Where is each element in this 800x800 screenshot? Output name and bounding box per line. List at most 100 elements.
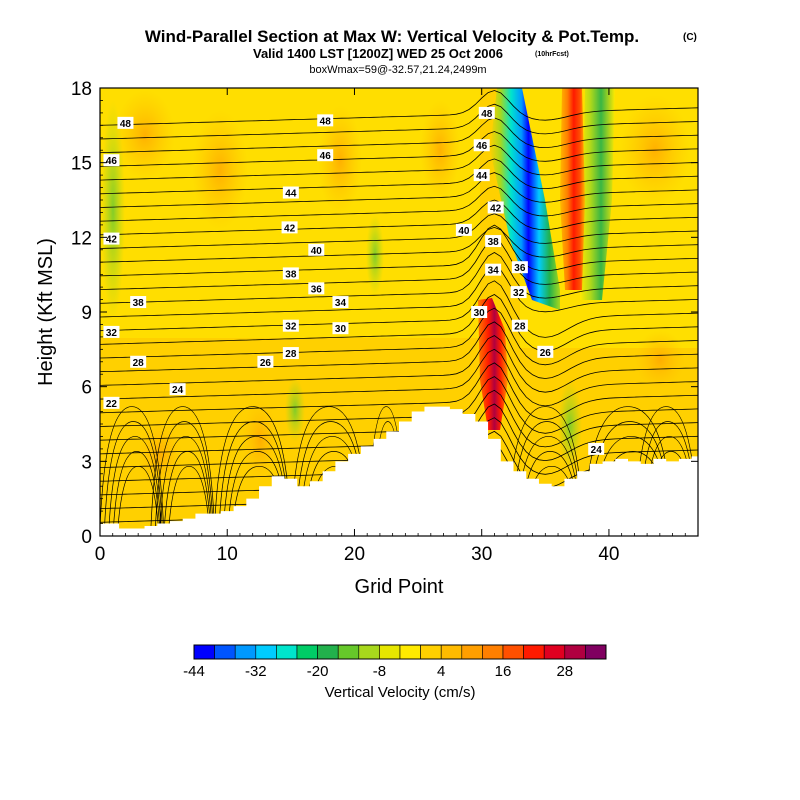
stable-layer-contour xyxy=(154,421,214,529)
field-patch-orange xyxy=(115,90,175,180)
field-patch-orange xyxy=(242,400,278,480)
isentrope-line xyxy=(100,224,698,277)
colorbar-swatch xyxy=(482,644,504,660)
y-tick-label: 3 xyxy=(81,452,92,473)
contour-label: 30 xyxy=(335,324,347,335)
contour-label: 32 xyxy=(106,328,118,339)
contour-label: 40 xyxy=(458,226,470,237)
contour-label-box xyxy=(511,319,528,332)
field-patch-updraft xyxy=(560,88,585,290)
field-patch-downdraft xyxy=(490,88,560,310)
isentrope-line xyxy=(100,172,698,208)
stable-layer-contour xyxy=(117,465,159,529)
isentrope-line xyxy=(100,335,698,393)
isentrope-line xyxy=(100,238,698,290)
colorbar-tick-label: 4 xyxy=(437,663,445,680)
contour-label-box xyxy=(103,154,120,167)
field-patch-orange xyxy=(192,110,248,230)
colorbar-swatch xyxy=(523,644,545,660)
terrain-mask xyxy=(100,406,698,536)
x-tick-label: 40 xyxy=(598,544,619,565)
contour-label: 42 xyxy=(106,235,118,246)
isentrope-line xyxy=(100,213,698,249)
colorbar-swatch xyxy=(358,644,380,660)
colorbar-frame xyxy=(193,644,607,660)
contour-label: 38 xyxy=(285,269,297,280)
contour-label: 40 xyxy=(311,246,323,257)
contour-label: 44 xyxy=(476,171,488,182)
chart-subtitle: Valid 1400 LST [1200Z] WED 25 Oct 2006 xyxy=(253,46,503,61)
colorbar-swatch xyxy=(317,644,339,660)
isentrope-line xyxy=(100,117,698,154)
contour-label: 28 xyxy=(285,349,297,360)
isentrope-line xyxy=(100,348,698,407)
colorbar-swatch xyxy=(234,644,257,660)
contour-label: 36 xyxy=(514,263,526,274)
contour-label-box xyxy=(169,383,186,396)
stable-layer-contour xyxy=(214,406,292,529)
contour-label-box xyxy=(103,232,120,245)
stable-layer-contour xyxy=(150,406,215,529)
contour-label-box xyxy=(257,355,274,368)
contour-label: 44 xyxy=(285,189,297,200)
chart-title: Wind-Parallel Section at Max W: Vertical… xyxy=(145,27,639,46)
contour-label-box xyxy=(473,139,490,152)
contour-label-box xyxy=(473,169,490,182)
isentrope-line xyxy=(100,131,698,167)
contour-label: 32 xyxy=(513,288,525,299)
contour-label-box xyxy=(332,296,349,309)
isentrope-line xyxy=(100,158,698,195)
colorbar-swatch xyxy=(502,644,524,660)
x-tick-label: 10 xyxy=(217,544,238,565)
isentrope-line xyxy=(100,307,698,366)
contour-label: 28 xyxy=(133,358,145,369)
stable-layer-contour xyxy=(108,436,162,529)
contour-label: 48 xyxy=(481,109,493,120)
isentrope-line xyxy=(100,90,698,126)
colorbar-swatch xyxy=(214,644,236,660)
isentrope-line xyxy=(100,144,698,181)
contour-label-box xyxy=(130,355,147,368)
isentrope-line xyxy=(100,280,698,338)
contour-label-box xyxy=(511,261,528,274)
isentrope-line xyxy=(100,226,698,263)
y-tick-label: 18 xyxy=(71,79,92,100)
contour-label-box xyxy=(308,243,325,256)
contour-label-box xyxy=(103,325,120,338)
chart-title-tag: (C) xyxy=(683,32,697,43)
y-tick-label: 12 xyxy=(71,228,92,249)
colorbar-swatch xyxy=(564,644,586,660)
contour-label-box xyxy=(308,282,325,295)
stable-layer-contour xyxy=(113,451,161,529)
contour-label: 46 xyxy=(320,151,332,162)
contour-label: 32 xyxy=(285,322,297,333)
field-patch-orange xyxy=(420,100,460,200)
chart-subtitle-2: boxWmax=59@-32.57,21.24,2499m xyxy=(309,64,486,76)
contour-label-box xyxy=(487,201,504,214)
x-tick-label: 30 xyxy=(471,544,492,565)
colorbar-swatch xyxy=(543,644,566,660)
contour-label: 30 xyxy=(474,308,486,319)
contour-label: 46 xyxy=(106,156,118,167)
contour-label-box xyxy=(117,116,134,129)
contour-label-box xyxy=(317,149,334,162)
contour-label-box xyxy=(588,442,605,455)
colorbar-swatch xyxy=(193,644,215,660)
colorbar-swatch xyxy=(461,644,483,660)
y-tick-label: 0 xyxy=(81,527,92,548)
colorbar-swatch xyxy=(379,644,401,660)
colorbar-swatch xyxy=(337,644,360,660)
contour-label-box xyxy=(471,306,488,318)
isentrope-line xyxy=(100,294,698,352)
y-tick-label: 9 xyxy=(81,303,92,324)
contour-label: 42 xyxy=(284,223,296,234)
isentrope-line xyxy=(100,321,698,379)
contour-label-box xyxy=(282,319,299,332)
contour-label-box xyxy=(455,223,472,236)
contour-label: 34 xyxy=(335,298,347,309)
chart-subtitle-tag: (10hrFcst) xyxy=(535,51,569,58)
contour-label: 48 xyxy=(120,119,132,130)
contour-label: 24 xyxy=(172,385,184,396)
colorbar-tick-label: 16 xyxy=(495,663,512,680)
isentrope-line xyxy=(100,103,698,140)
